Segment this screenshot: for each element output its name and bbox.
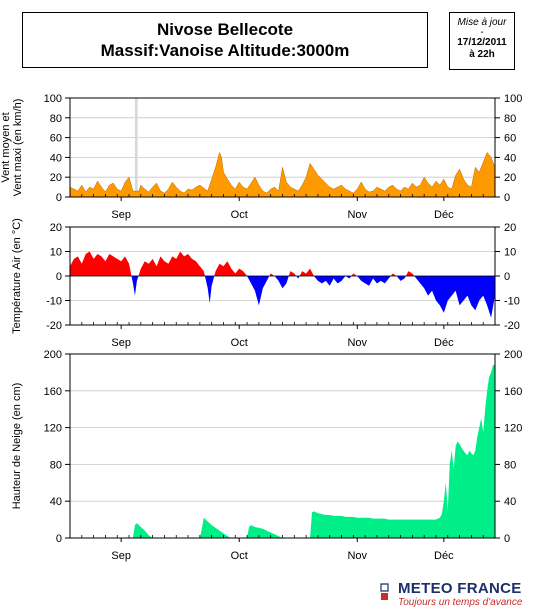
y-tick-label-left: -20: [46, 320, 62, 332]
update-hour: à 22h: [469, 49, 495, 60]
y-tick-label-right: 0: [504, 271, 510, 283]
month-label: Sep: [111, 337, 131, 349]
month-label: Oct: [231, 209, 248, 221]
y-tick-label-right: 20: [504, 172, 516, 184]
month-label: Nov: [347, 209, 367, 221]
y-tick-label-right: 0: [504, 192, 510, 204]
y-tick-label-right: -10: [504, 296, 520, 308]
update-box: Mise à jour - 17/12/2011 à 22h: [449, 12, 515, 70]
y-tick-label-left: 80: [50, 113, 62, 125]
logo-tagline: Toujours un temps d'avance: [398, 597, 523, 608]
y-tick-label-right: 160: [504, 386, 522, 398]
snow-depth-area: [70, 365, 495, 538]
meteo-france-emblem-icon: [367, 580, 389, 604]
month-label: Oct: [231, 550, 248, 562]
y-tick-label-left: 100: [44, 93, 62, 105]
y-tick-label-right: 40: [504, 152, 516, 164]
station-massif-altitude: Massif:Vanoise Altitude:3000m: [100, 41, 350, 60]
meteo-france-logo: METEO FRANCE Toujours un temps d'avance: [364, 578, 533, 608]
chart-panel-3: 0 0 40 40 80 80 120 120 160 160 200 200 Sep Oct Nov Déc…: [11, 349, 522, 562]
y-tick-label-left: 10: [50, 247, 62, 259]
y-tick-label-right: 200: [504, 349, 522, 361]
temperature-negative-area: [70, 276, 495, 318]
y-axis-label: Vent maxi (en km/h): [12, 99, 24, 197]
title-box: Nivose Bellecote Massif:Vanoise Altitude…: [22, 12, 428, 68]
missing-data-band: [134, 98, 138, 197]
month-label: Nov: [347, 337, 367, 349]
y-tick-label-left: 0: [56, 192, 62, 204]
logo-name: METEO FRANCE: [398, 580, 522, 597]
month-label: Nov: [347, 550, 367, 562]
y-tick-label-left: 0: [56, 271, 62, 283]
y-tick-label-right: 60: [504, 133, 516, 145]
y-tick-label-left: 200: [44, 349, 62, 361]
y-tick-label-right: 10: [504, 247, 516, 259]
month-label: Sep: [111, 209, 131, 221]
y-tick-label-left: 120: [44, 423, 62, 435]
y-tick-label-left: 40: [50, 496, 62, 508]
y-tick-label-right: 0: [504, 533, 510, 545]
update-date: 17/12/2011: [457, 37, 507, 48]
y-tick-label-right: 20: [504, 222, 516, 234]
month-label: Sep: [111, 550, 131, 562]
y-tick-label-left: 80: [50, 459, 62, 471]
y-axis-label: Hauteur de Neige (en cm): [11, 383, 23, 510]
y-tick-label-right: -20: [504, 320, 520, 332]
y-tick-label-left: 40: [50, 152, 62, 164]
chart-panel-1: 0 0 20 20 40 40 60 60 80 80 100 100 Sep Oct Nov Déc Vent…: [0, 93, 522, 221]
temperature-positive-area: [70, 251, 495, 276]
y-tick-label-left: 20: [50, 172, 62, 184]
chart-panel-2: -20 -20 -10 -10 0 0 10 10 20 20 Sep Oct Nov Déc Tempér…: [11, 218, 520, 349]
wind-area: [69, 151, 496, 198]
y-tick-label-right: 120: [504, 423, 522, 435]
y-axis-label: Vent moyen et: [0, 112, 12, 182]
month-label: Déc: [434, 550, 454, 562]
update-label: Mise à jour: [457, 17, 507, 28]
y-tick-label-left: 0: [56, 533, 62, 545]
y-tick-label-right: 80: [504, 113, 516, 125]
month-label: Déc: [434, 337, 454, 349]
y-axis-label: Température Air (en °C): [11, 218, 23, 334]
update-dash: -: [480, 27, 484, 38]
y-tick-label-left: -10: [46, 296, 62, 308]
month-label: Oct: [231, 337, 248, 349]
y-tick-label-right: 40: [504, 496, 516, 508]
y-tick-label-right: 80: [504, 459, 516, 471]
y-tick-label-left: 160: [44, 386, 62, 398]
y-tick-label-right: 100: [504, 93, 522, 105]
plot-frame: [69, 353, 496, 539]
y-tick-label-left: 20: [50, 222, 62, 234]
month-label: Déc: [434, 209, 454, 221]
y-tick-label-left: 60: [50, 133, 62, 145]
station-name: Nivose Bellecote: [156, 20, 294, 39]
